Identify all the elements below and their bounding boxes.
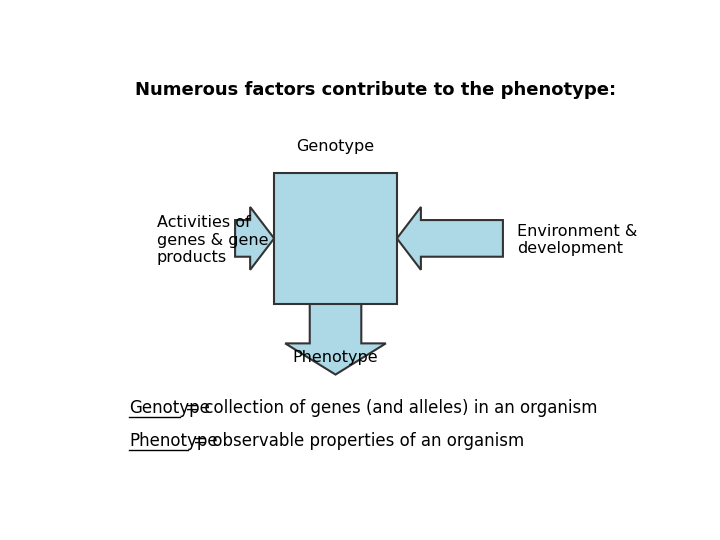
Text: = collection of genes (and alleles) in an organism: = collection of genes (and alleles) in a… [181, 399, 598, 417]
Bar [274, 173, 397, 304]
Text: Environment &
development: Environment & development [517, 224, 637, 256]
Polygon shape [285, 304, 386, 375]
Text: Genotype: Genotype [129, 399, 210, 417]
Text: Activities of
genes & gene
products: Activities of genes & gene products [157, 215, 269, 265]
Text: Phenotype: Phenotype [293, 349, 378, 364]
Text: = observable properties of an organism: = observable properties of an organism [188, 432, 524, 450]
Polygon shape [397, 207, 503, 270]
Polygon shape [235, 207, 274, 270]
Text: Phenotype: Phenotype [129, 432, 217, 450]
Text: Genotype: Genotype [297, 139, 374, 154]
Text: Numerous factors contribute to the phenotype:: Numerous factors contribute to the pheno… [135, 82, 616, 99]
